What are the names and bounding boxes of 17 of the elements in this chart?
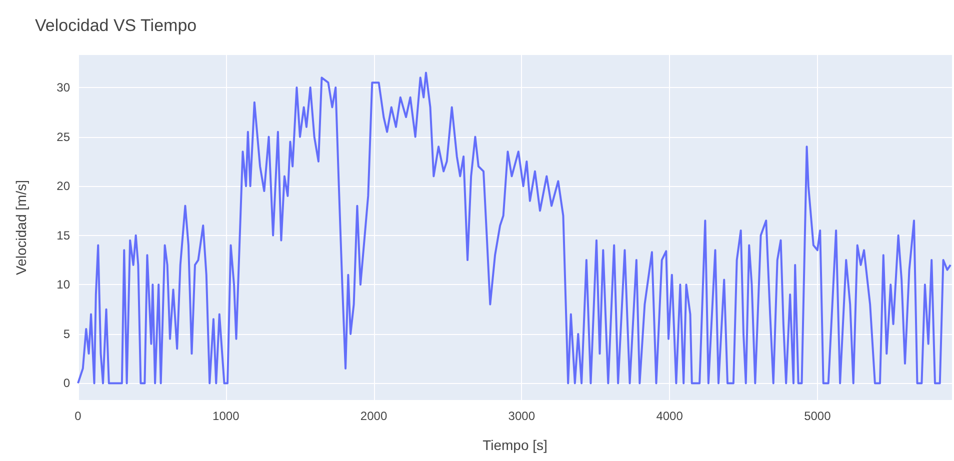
y-tick-label: 5 [63, 326, 70, 341]
x-tick-label: 5000 [804, 409, 832, 423]
y-tick-label: 30 [56, 80, 70, 95]
y-tick-label: 25 [56, 130, 70, 144]
chart-title: Velocidad VS Tiempo [35, 16, 197, 35]
x-axis-title: Tiempo [s] [482, 437, 548, 453]
x-tick-label: 1000 [212, 409, 240, 423]
y-tick-label: 10 [56, 278, 70, 292]
y-tick-label: 20 [56, 179, 70, 194]
line-series [77, 72, 952, 384]
x-tick-label: 4000 [656, 409, 684, 423]
y-tick-label: 0 [63, 376, 70, 390]
x-tick-label: 2000 [360, 409, 388, 423]
y-axis-title: Velocidad [m/s] [13, 180, 29, 275]
x-tick-label: 3000 [508, 409, 536, 423]
x-tick-label: 0 [74, 409, 82, 423]
y-tick-label: 15 [56, 228, 70, 242]
